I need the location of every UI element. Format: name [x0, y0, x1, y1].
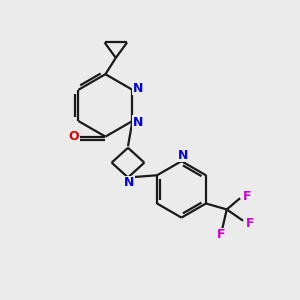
Text: N: N [178, 149, 188, 162]
Text: O: O [68, 130, 79, 143]
Text: F: F [242, 190, 251, 203]
Text: N: N [133, 116, 143, 129]
Text: N: N [133, 82, 143, 95]
Text: F: F [217, 228, 225, 241]
Text: N: N [124, 176, 135, 189]
Text: F: F [245, 217, 254, 230]
